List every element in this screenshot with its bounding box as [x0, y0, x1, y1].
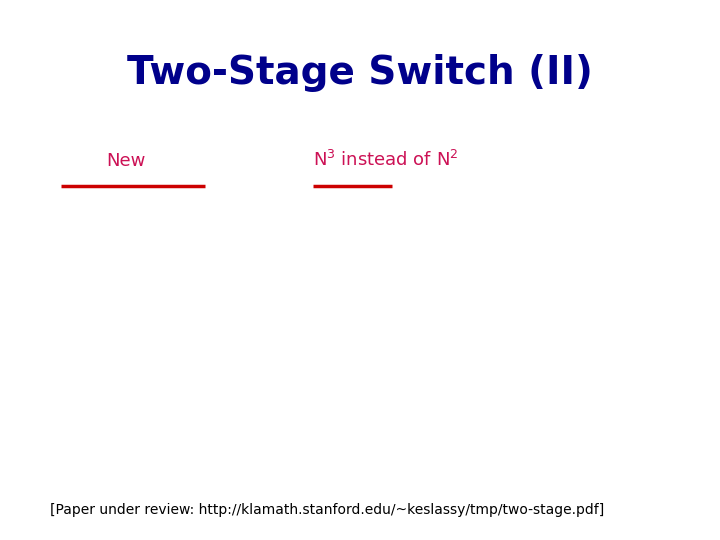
Text: [Paper under review: http://klamath.stanford.edu/~keslassy/tmp/two-stage.pdf]: [Paper under review: http://klamath.stan…	[50, 503, 605, 517]
Text: Two-Stage Switch (II): Two-Stage Switch (II)	[127, 54, 593, 92]
Text: N$^3$ instead of N$^2$: N$^3$ instead of N$^2$	[313, 150, 459, 170]
Text: New: New	[107, 152, 145, 170]
